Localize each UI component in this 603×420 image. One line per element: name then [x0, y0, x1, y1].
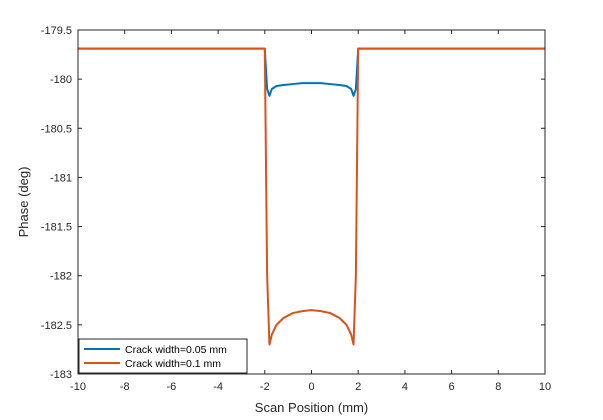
plot-area — [78, 30, 545, 374]
y-tick-label: -181 — [50, 172, 72, 184]
legend-box — [78, 338, 248, 374]
legend-label-2: Crack width=0.1 mm — [125, 358, 221, 370]
x-tick-label: -8 — [120, 381, 130, 393]
y-tick-label: -180.5 — [41, 123, 72, 135]
y-tick-label: -182 — [50, 271, 72, 283]
y-axis-label: Phase (deg) — [16, 167, 31, 238]
x-tick-label: -10 — [70, 381, 86, 393]
x-tick-label: 6 — [449, 381, 455, 393]
series-line-1 — [78, 47, 545, 97]
x-axis-label: Scan Position (mm) — [255, 400, 368, 415]
x-tick-label: 0 — [308, 381, 314, 393]
series-line-2 — [78, 47, 545, 346]
x-tick-label: -4 — [213, 381, 223, 393]
series-layer — [78, 47, 545, 346]
y-tick-label: -180 — [50, 74, 72, 86]
y-tick-label: -182.5 — [41, 320, 72, 332]
y-tick-label: -181.5 — [41, 222, 72, 234]
x-tick-label: -6 — [167, 381, 177, 393]
y-axis-ticks: -179.5 -180 -180.5 -181 -181.5 -182 -182.5 -183 — [41, 25, 545, 381]
y-tick-label: -179.5 — [41, 25, 72, 37]
x-tick-label: 8 — [495, 381, 501, 393]
x-tick-label: 4 — [402, 381, 408, 393]
x-tick-label: 2 — [355, 381, 361, 393]
x-tick-label: -2 — [260, 381, 270, 393]
legend: Crack width=0.05 mm Crack width=0.1 mm — [78, 338, 248, 374]
x-tick-label: 10 — [539, 381, 551, 393]
legend-label-1: Crack width=0.05 mm — [125, 344, 227, 356]
y-tick-label: -183 — [50, 369, 72, 381]
